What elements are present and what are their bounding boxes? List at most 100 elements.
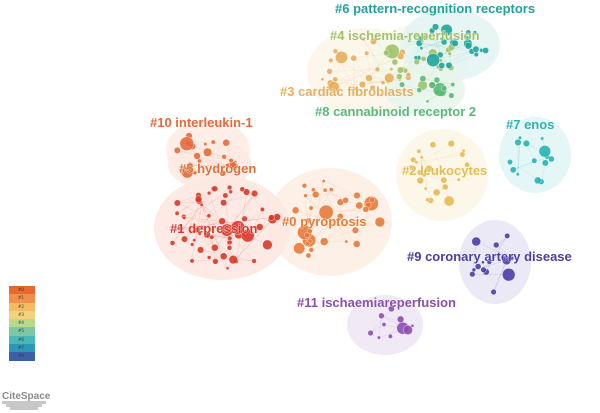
network-node [329,58,334,63]
network-node [356,202,363,209]
legend-swatch: #7 [9,344,35,352]
network-node [442,184,448,190]
network-node [213,259,219,265]
legend-swatch: #8 [9,352,35,360]
network-node [426,198,430,202]
network-node [263,240,273,250]
network-node [473,46,479,52]
cluster-label-7: #7 enos [506,117,554,132]
cluster-label-9: #9 coronary artery disease [407,249,572,264]
network-node [502,268,515,281]
network-node [294,243,305,254]
network-node [365,51,369,55]
network-node [274,214,281,221]
network-node [322,179,325,182]
network-node [420,46,423,49]
network-node [193,239,196,242]
network-node [470,271,476,277]
network-node [227,245,232,250]
network-node [388,334,392,338]
legend-swatch: #3 [9,311,35,319]
network-node [370,197,375,202]
network-node [444,196,454,206]
network-node [260,207,264,211]
network-node [392,59,398,65]
network-node [375,67,380,72]
network-node [312,191,319,198]
network-node [465,42,472,49]
network-node [222,154,227,159]
network-node [180,137,194,151]
cluster-label-5: #5 hydrogen [179,161,256,176]
network-node [414,56,418,60]
network-node [229,190,233,194]
network-node [483,47,489,53]
network-node [434,77,440,83]
network-node [396,74,402,80]
network-node [426,100,429,103]
cluster-label-4: #4 ischemia-reperfusion [330,28,480,43]
network-node [333,49,338,54]
network-node [269,215,275,221]
network-node [207,214,211,218]
network-node [451,82,455,86]
network-node [377,336,380,339]
network-node [309,248,314,253]
cluster-label-0: #0 pyroptosis [282,214,367,229]
network-node [403,325,412,334]
network-node [472,268,476,272]
network-node [223,193,228,198]
network-node [433,189,440,196]
network-node [420,76,426,82]
network-node [292,207,299,214]
network-node [457,178,461,182]
network-node [449,93,455,99]
color-legend: #0 #1 #2 #3 #4 #5 #6 #7 #8 [9,286,35,361]
network-node [211,244,218,251]
network-node [304,232,310,238]
cluster-label-6: #6 pattern-recognition receptors [335,1,535,16]
legend-swatch: #1 [9,294,35,302]
network-node [518,136,522,140]
network-node [170,241,175,246]
network-node [427,54,440,67]
network-node [472,237,481,246]
network-node [516,173,519,176]
network-node [227,185,232,190]
network-node [532,158,537,163]
cluster-label-10: #10 interleukin-1 [150,115,253,130]
legend-swatch: #2 [9,303,35,311]
network-node [510,167,516,173]
network-node [441,86,447,92]
network-node [417,177,424,184]
network-node [475,264,481,270]
network-node [228,236,233,241]
network-node [515,139,522,146]
network-node [541,137,544,140]
network-node [240,187,245,192]
network-node [220,253,227,260]
network-node [420,156,423,159]
network-node [542,160,548,166]
network-node [548,156,554,162]
network-node [448,52,452,56]
network-node [534,177,541,184]
network-node [424,187,427,190]
network-node [379,313,385,319]
network-node [366,75,373,82]
network-node [406,72,411,77]
network-node [429,82,436,89]
network-node [460,152,465,157]
network-node [474,52,479,57]
network-node [507,159,512,164]
network-node [251,190,258,197]
network-node [390,67,394,71]
network-node [220,200,226,206]
logo-text: CiteSpace [2,391,50,402]
network-node [306,253,311,258]
legend-swatch: #4 [9,319,35,327]
network-node [302,183,307,188]
network-node [493,242,499,248]
network-node [305,241,310,246]
